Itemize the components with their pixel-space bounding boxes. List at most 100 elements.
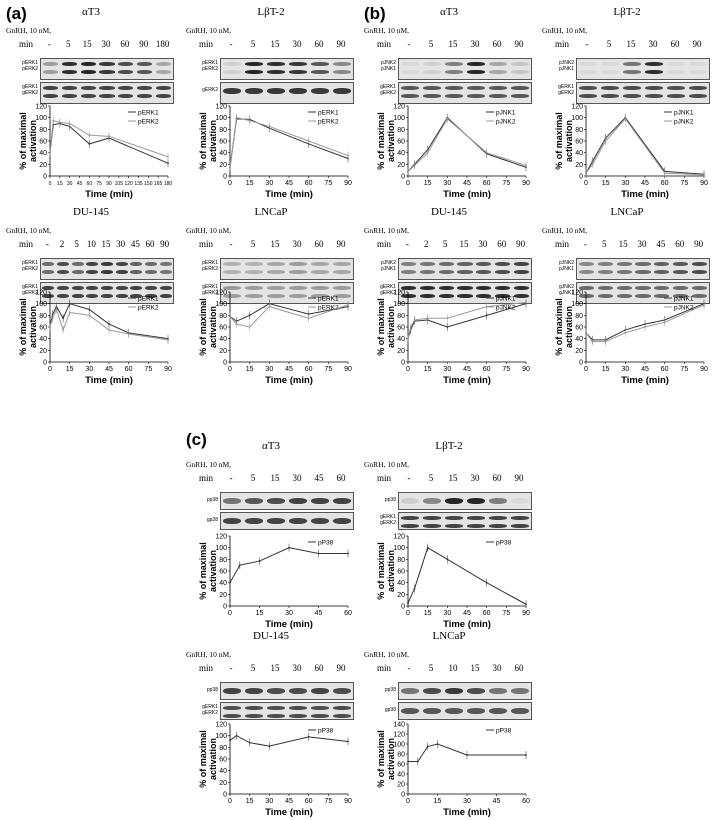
blot-row-label: pp38 [384, 687, 396, 693]
time-point-label: - [229, 663, 233, 673]
data-point [248, 326, 251, 328]
blot-band [514, 262, 530, 266]
time-point-label: 60 [314, 39, 324, 49]
x-tick-label: 0 [584, 180, 588, 187]
blot-band [86, 262, 99, 266]
blot-row-labels: pJNK2 pJNK1 [364, 60, 396, 72]
blot-band [311, 286, 329, 290]
blot-band [445, 516, 463, 520]
legend-entry: pERK2 [318, 118, 339, 125]
blot-band [333, 62, 351, 66]
blot-row-label: pJNK1 [380, 66, 396, 72]
gnrh-label: GnRH, 10 nM, [364, 26, 410, 35]
min-label: min [198, 663, 214, 673]
x-axis-label: Time (min) [443, 375, 491, 386]
blot-band [623, 86, 641, 90]
blot-row-label: pJNK1 [558, 266, 574, 272]
x-tick-label: 90 [106, 181, 112, 187]
western-blot-strip [220, 82, 354, 104]
blot-band [130, 294, 143, 298]
blot-band [80, 86, 96, 90]
western-blot-strip [220, 512, 354, 530]
western-blot-strip [220, 258, 354, 280]
data-point [307, 735, 310, 738]
western-blot-strip [398, 58, 532, 80]
y-tick-label: 120 [571, 290, 583, 297]
y-tick-label: 20 [397, 348, 405, 355]
y-tick-label: 60 [219, 325, 227, 332]
western-blot-strip [576, 58, 710, 80]
y-tick-label: 100 [215, 733, 227, 740]
x-axis-label: Time (min) [265, 375, 313, 386]
y-tick-label: 60 [219, 139, 227, 146]
x-tick-label: 75 [324, 798, 332, 805]
blot-band [476, 270, 492, 274]
panel-label-a: (a) [6, 4, 27, 23]
time-point-label: 30 [470, 473, 480, 483]
legend-entry: pJNK2 [674, 304, 694, 311]
blot-row-labels: pp38 [186, 687, 218, 693]
blot-row-labels: gERK1 gERK2 [542, 84, 574, 96]
data-point [268, 125, 271, 128]
y-axis-label: % of maximalactivation [18, 112, 38, 170]
time-point-label: 10 [448, 663, 458, 673]
data-point [307, 140, 310, 142]
blot-row-label: pJNK2 [558, 60, 574, 66]
line-chart: 0 20 40 60 80 100 120 0 15 30 45 60 75 90 Time (min) % … [376, 290, 530, 387]
y-tick-label: 120 [35, 290, 47, 297]
blot-band [623, 94, 641, 98]
axes-frame [229, 106, 348, 177]
blot-band [467, 708, 485, 714]
time-point-label: 5 [606, 39, 612, 49]
data-point [62, 317, 65, 320]
time-point-label: 5 [250, 663, 256, 673]
blot-band [511, 688, 529, 694]
blot-band [635, 262, 651, 266]
blot-band [689, 70, 707, 74]
western-blot-strip [220, 682, 354, 700]
y-tick-label: 20 [575, 348, 583, 355]
y-tick-label: 80 [39, 313, 47, 320]
blot-band [667, 94, 685, 98]
blot-band [311, 706, 329, 710]
x-tick-label: 0 [228, 366, 232, 373]
y-tick-label: 100 [35, 301, 47, 308]
time-point-label: 90 [160, 239, 170, 249]
blot-band [597, 286, 613, 290]
data-point [407, 760, 409, 763]
gnrh-label: GnRH, 10 nM, [186, 650, 232, 659]
x-tick-label: 0 [406, 180, 410, 187]
data-point [235, 116, 238, 119]
blot-band [616, 262, 632, 266]
blot-band [401, 708, 419, 714]
data-point [248, 314, 251, 317]
x-tick-label: 135 [134, 181, 143, 187]
blot-band [159, 270, 172, 274]
time-point-label: 15 [448, 473, 458, 483]
y-tick-label: 0 [223, 604, 227, 611]
blot-band [115, 286, 128, 290]
blot-band [654, 294, 670, 298]
blot-band [289, 262, 307, 266]
blot-band [333, 518, 351, 524]
time-point-label: 15 [626, 39, 636, 49]
min-label: min [554, 239, 570, 249]
y-tick-label: 0 [223, 174, 227, 181]
blot-band [42, 286, 55, 290]
blot-band [616, 294, 632, 298]
gnrh-label: GnRH, 10 nM, [186, 226, 232, 235]
time-point-label: 60 [314, 663, 324, 673]
blot-band [514, 286, 530, 290]
blot-band [511, 62, 529, 66]
data-point [485, 151, 488, 154]
y-tick-label: 60 [397, 569, 405, 576]
y-tick-label: 120 [393, 104, 405, 111]
x-tick-label: 75 [502, 180, 510, 187]
x-tick-label: 90 [700, 366, 708, 373]
blot-band [654, 270, 670, 274]
blot-band [267, 688, 285, 694]
blot-band [579, 94, 597, 98]
blot-band [71, 270, 84, 274]
blot-row-label: gERK2 [380, 520, 396, 526]
blot-band [419, 294, 435, 298]
